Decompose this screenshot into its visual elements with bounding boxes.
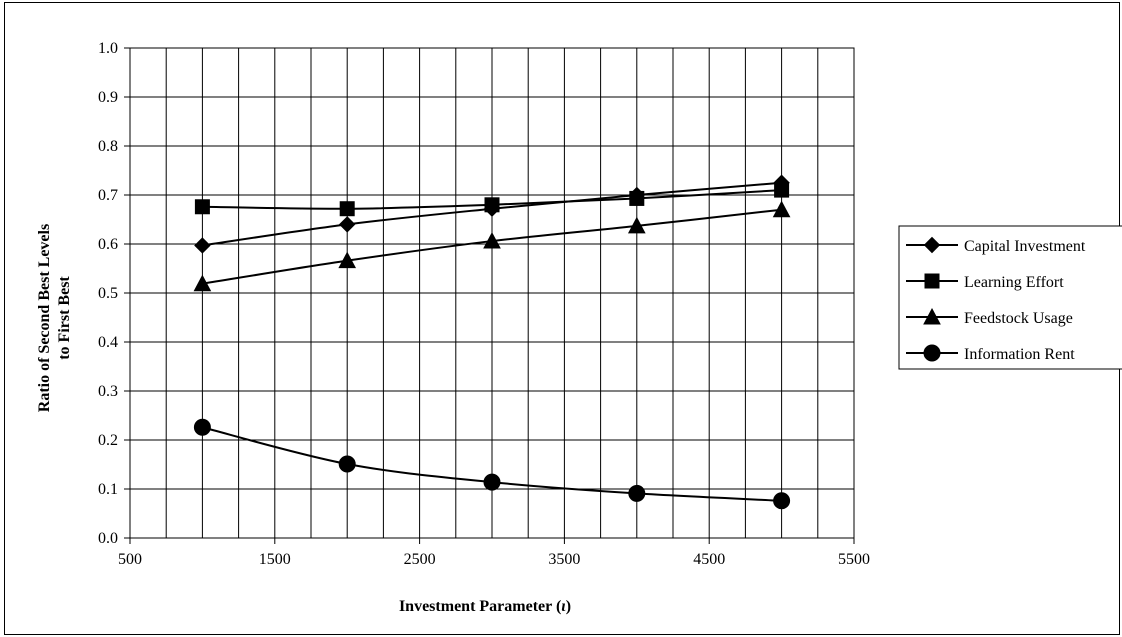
data-point-feedstock-usage bbox=[627, 216, 646, 234]
data-point-feedstock-usage bbox=[772, 200, 791, 218]
legend-item-learning-effort: Learning Effort bbox=[906, 273, 1064, 291]
x-tick-label: 5500 bbox=[838, 551, 870, 568]
y-axis-title-line2: to First Best bbox=[56, 276, 73, 360]
legend-label: Information Rent bbox=[964, 346, 1075, 363]
y-tick-label: 0.9 bbox=[98, 89, 118, 106]
data-point-information-rent bbox=[628, 484, 646, 502]
x-tick-label: 3500 bbox=[548, 551, 580, 568]
data-point-information-rent bbox=[773, 492, 791, 510]
series-learning-effort bbox=[194, 182, 790, 217]
y-tick-label: 0.1 bbox=[98, 481, 118, 498]
series-feedstock-usage bbox=[193, 200, 791, 292]
legend-label: Learning Effort bbox=[964, 274, 1064, 291]
data-point-learning-effort bbox=[194, 199, 210, 215]
y-tick-label: 0.4 bbox=[98, 334, 118, 351]
data-point-information-rent bbox=[338, 455, 356, 473]
y-tick-label: 0.0 bbox=[98, 530, 118, 547]
data-point-learning-effort bbox=[484, 197, 500, 213]
legend-marker bbox=[923, 236, 941, 254]
legend-label: Capital Investment bbox=[964, 238, 1086, 255]
x-tick-label: 2500 bbox=[404, 551, 436, 568]
y-tick-label: 0.7 bbox=[98, 187, 118, 204]
x-tick-label: 4500 bbox=[693, 551, 725, 568]
legend-box bbox=[898, 225, 1122, 370]
data-point-capital-investment bbox=[194, 237, 211, 254]
grid bbox=[130, 48, 854, 538]
legend-item-information-rent: Information Rent bbox=[906, 344, 1075, 363]
series-information-rent bbox=[193, 418, 791, 510]
data-point-information-rent bbox=[483, 473, 501, 491]
y-axis-title: Ratio of Second Best Levels to First Bes… bbox=[36, 224, 73, 412]
data-point-information-rent bbox=[193, 418, 211, 436]
data-point-feedstock-usage bbox=[483, 231, 501, 249]
y-tick-label: 0.6 bbox=[98, 236, 118, 253]
data-point-learning-effort bbox=[339, 201, 355, 217]
series-group bbox=[193, 174, 791, 510]
data-point-feedstock-usage bbox=[338, 251, 357, 269]
axis-ticks: 0.0 0.1 0.2 0.3 0.4 0.5 0.6 0.7 0.8 0.9 1.0 500 1500… bbox=[98, 40, 870, 568]
legend-label: Feedstock Usage bbox=[964, 310, 1073, 327]
x-tick-label: 1500 bbox=[259, 551, 291, 568]
y-tick-label: 0.5 bbox=[98, 285, 118, 302]
data-point-learning-effort bbox=[774, 182, 790, 198]
x-axis-title: Investment Parameter (ι) bbox=[399, 598, 571, 615]
legend-marker bbox=[924, 273, 940, 289]
legend: Capital Investment Learning Effort Feedsto… bbox=[898, 225, 1122, 370]
x-tick-label: 500 bbox=[118, 551, 142, 568]
y-axis-title-line1: Ratio of Second Best Levels bbox=[36, 224, 53, 412]
data-point-capital-investment bbox=[338, 216, 356, 233]
data-point-learning-effort bbox=[629, 190, 645, 206]
data-point-feedstock-usage bbox=[193, 274, 212, 292]
y-tick-label: 0.2 bbox=[98, 432, 118, 449]
legend-item-feedstock-usage: Feedstock Usage bbox=[906, 307, 1073, 327]
y-tick-label: 0.3 bbox=[98, 383, 118, 400]
y-tick-label: 1.0 bbox=[98, 40, 118, 57]
legend-marker bbox=[923, 307, 941, 325]
y-tick-label: 0.8 bbox=[98, 138, 118, 155]
legend-item-capital-investment: Capital Investment bbox=[906, 236, 1086, 255]
legend-marker bbox=[923, 344, 941, 362]
